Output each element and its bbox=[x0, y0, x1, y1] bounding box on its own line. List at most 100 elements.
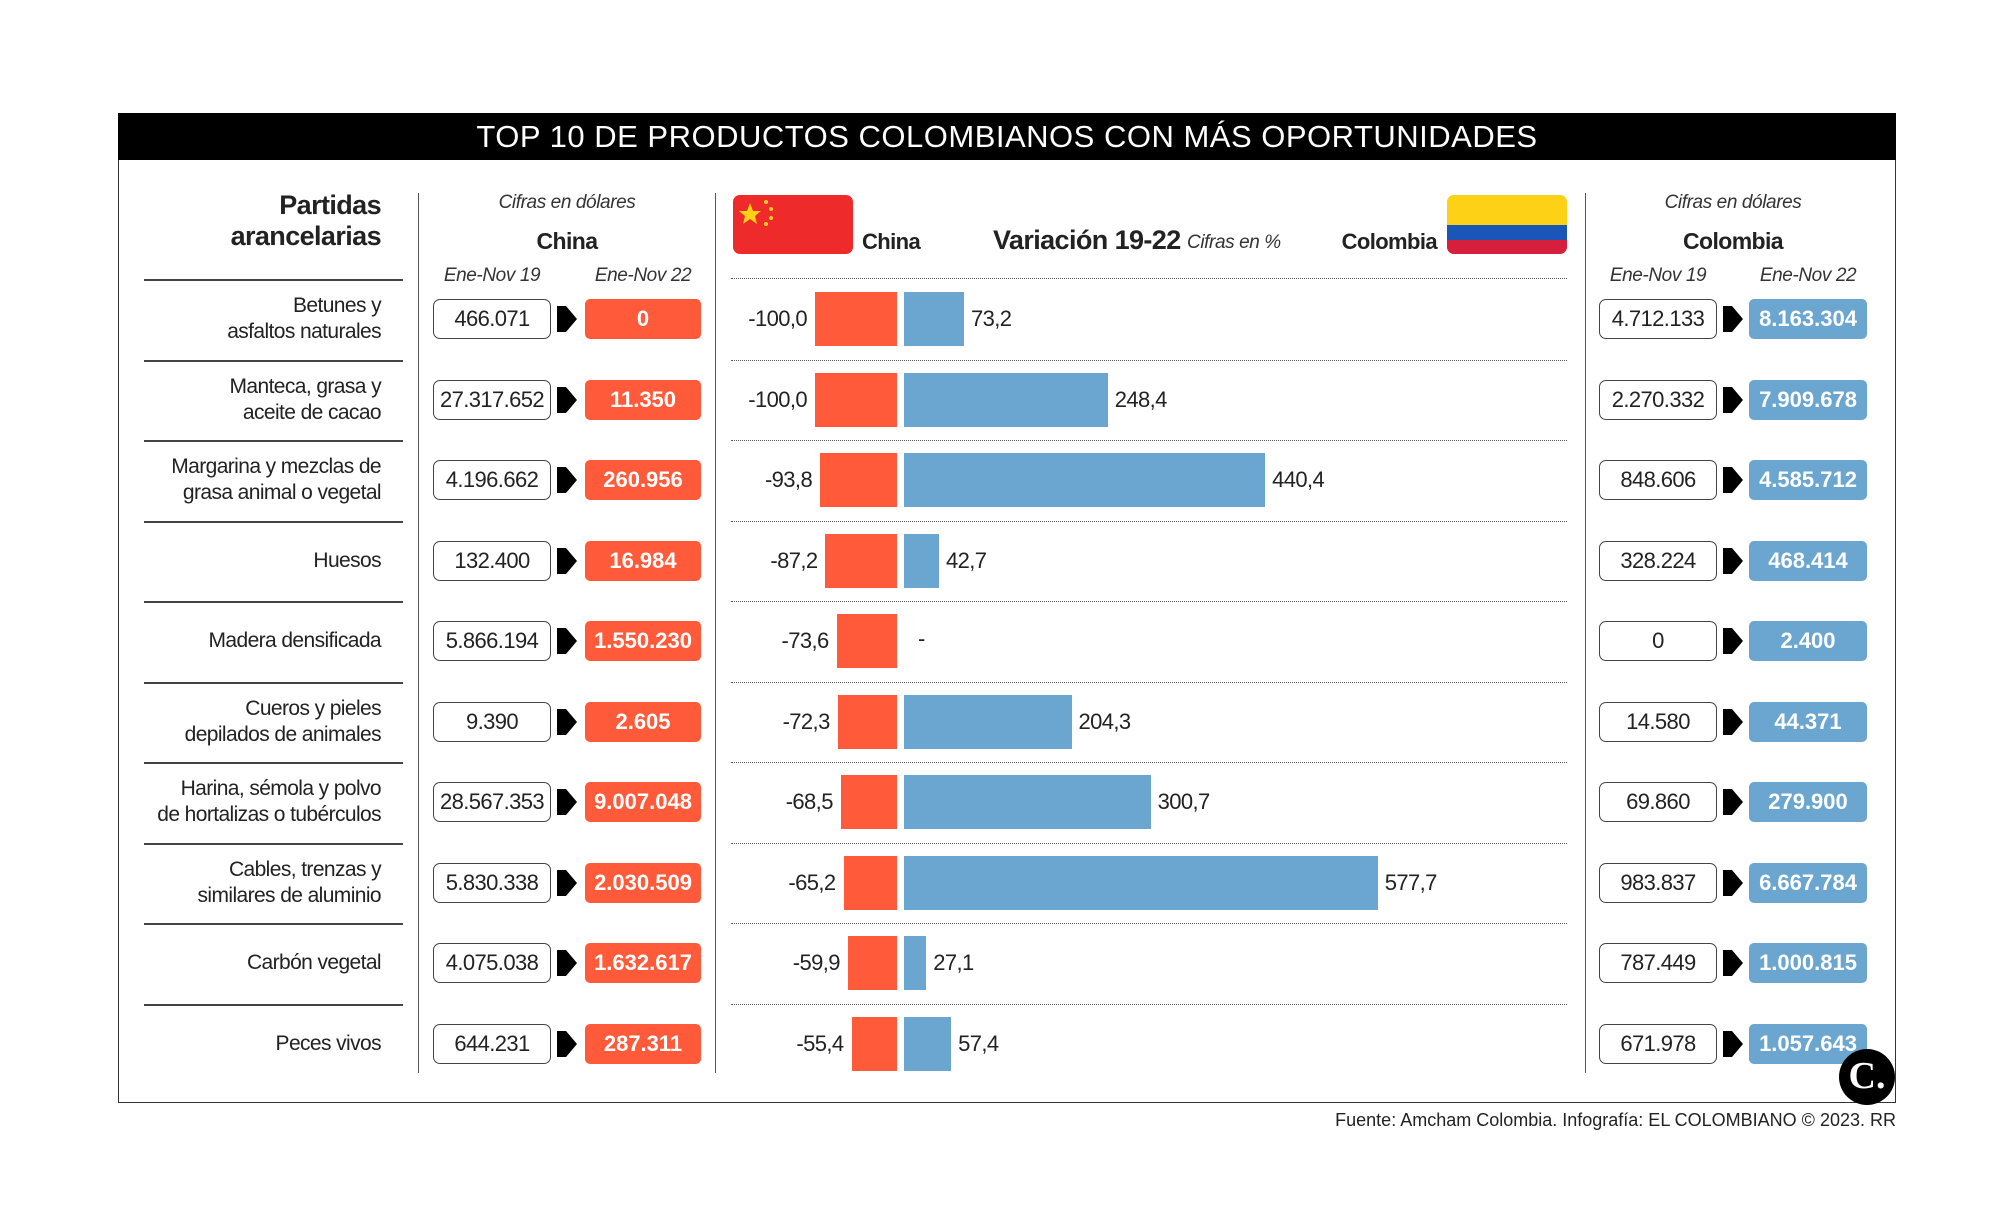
china-variation-label: China bbox=[862, 229, 921, 254]
colombia-variation-bar bbox=[904, 533, 939, 588]
product-label: Manteca, grasa y aceite de cacao bbox=[101, 374, 382, 426]
colombia-2019-value: 328.224 bbox=[1599, 540, 1717, 581]
china-2022-value: 16.984 bbox=[585, 540, 701, 581]
colombia-2019-value: 0 bbox=[1599, 621, 1717, 661]
row-separator bbox=[144, 520, 403, 523]
colombia-2022-value: 7.909.678 bbox=[1749, 379, 1867, 420]
chart-row-rule bbox=[731, 923, 1567, 924]
products-header-line1: Partidas bbox=[279, 190, 381, 220]
product-label: Margarina y mezclas de grasa animal o veg… bbox=[101, 454, 381, 506]
china-variation-bar bbox=[843, 855, 897, 910]
colombia-flag-icon bbox=[1447, 195, 1567, 254]
colombia-variation-label: 57,4 bbox=[958, 1030, 999, 1056]
product-label: Peces vivos bbox=[101, 1031, 382, 1057]
colombia-2019-value: 983.837 bbox=[1599, 862, 1717, 903]
colombia-variation-label: Colombia bbox=[1341, 229, 1438, 254]
china-variation-bar bbox=[825, 533, 897, 588]
chart-row-rule bbox=[731, 359, 1567, 361]
colombia-2022-value: 8.163.304 bbox=[1749, 299, 1867, 339]
colombia-variation-bar bbox=[904, 453, 1266, 507]
divider-center-right bbox=[1585, 193, 1586, 1073]
product-label-line: Manteca, grasa y bbox=[229, 374, 382, 398]
colombia-2019-value: 671.978 bbox=[1599, 1023, 1717, 1064]
product-label-line: Cables, trenzas y bbox=[228, 857, 382, 881]
china-variation-label: -100,0 bbox=[748, 386, 807, 412]
china-2019-value: 132.400 bbox=[433, 540, 551, 581]
colombia-variation-label: 204,3 bbox=[1078, 708, 1132, 734]
china-2022-value: 11.350 bbox=[585, 379, 701, 420]
chart-row-rule bbox=[731, 762, 1567, 763]
china-variation-label: -55,4 bbox=[796, 1030, 844, 1056]
china-variation-bar bbox=[815, 292, 897, 346]
row-separator bbox=[144, 762, 403, 764]
product-label: Carbón vegetal bbox=[101, 950, 382, 976]
china-2022-value: 1.550.230 bbox=[585, 621, 701, 661]
chart-row-rule bbox=[731, 681, 1567, 683]
colombia-variation-label: - bbox=[918, 626, 925, 651]
products-header: Partidas arancelarias bbox=[231, 190, 382, 252]
infographic-title: TOP 10 DE PRODUCTOS COLOMBIANOS CON MÁS … bbox=[118, 113, 1896, 160]
colombia-variation-bar bbox=[904, 855, 1378, 910]
china-variation-label: -93,8 bbox=[764, 467, 813, 492]
chart-row-rule bbox=[731, 1003, 1567, 1005]
colombia-2019-value: 848.606 bbox=[1599, 460, 1717, 500]
product-label: Madera densificada bbox=[101, 628, 382, 654]
divider-left bbox=[418, 193, 419, 1073]
china-2022-value: 1.632.617 bbox=[585, 943, 701, 983]
product-label: Cables, trenzas y similares de aluminio bbox=[101, 857, 382, 909]
colombia-2022-value: 279.900 bbox=[1749, 782, 1867, 822]
product-label-line: Harina, sémola y polvo bbox=[180, 777, 382, 800]
product-label-line: Carbón vegetal bbox=[246, 951, 382, 974]
colombia-2022-value: 44.371 bbox=[1749, 701, 1867, 742]
colombia-2019-value: 2.270.332 bbox=[1599, 379, 1717, 420]
china-note: Cifras en dólares bbox=[498, 192, 636, 213]
product-label-line: Peces vivos bbox=[275, 1031, 382, 1055]
colombia-variation-bar bbox=[904, 372, 1108, 427]
product-label-line: grasa animal o vegetal bbox=[182, 481, 382, 504]
colombia-variation-label: 248,4 bbox=[1114, 386, 1168, 412]
china-table-title: China bbox=[536, 228, 598, 254]
china-2022-value: 9.007.048 bbox=[585, 782, 701, 822]
product-label-line: asfaltos naturales bbox=[227, 320, 381, 343]
product-label: Huesos bbox=[101, 548, 381, 574]
chart-row-rule bbox=[731, 440, 1567, 441]
china-col-2019: Ene-Nov 19 bbox=[443, 265, 541, 286]
colombia-variation-bar bbox=[904, 292, 965, 346]
china-2019-value: 466.071 bbox=[433, 299, 551, 339]
colombia-variation-label: 300,7 bbox=[1157, 789, 1211, 814]
china-2022-value: 0 bbox=[585, 299, 701, 339]
china-variation-bar bbox=[851, 1016, 897, 1071]
chart-row-rule bbox=[731, 842, 1567, 844]
row-separator bbox=[144, 359, 403, 362]
colombia-variation-bar bbox=[904, 1016, 952, 1071]
china-variation-label: -59,9 bbox=[792, 950, 841, 975]
china-variation-bar bbox=[837, 694, 897, 749]
china-variation-label: -100,0 bbox=[748, 306, 807, 331]
colombia-variation-label: 577,7 bbox=[1384, 869, 1438, 895]
product-label: Harina, sémola y polvo de hortalizas o tu… bbox=[101, 776, 381, 828]
china-2019-value: 644.231 bbox=[433, 1023, 551, 1064]
china-variation-label: -72,3 bbox=[782, 708, 831, 734]
product-label-line: Huesos bbox=[313, 548, 381, 572]
product-label-line: aceite de cacao bbox=[242, 400, 382, 424]
row-separator bbox=[144, 279, 403, 281]
colombia-variation-label: 73,2 bbox=[971, 306, 1012, 331]
colombia-variation-label: 440,4 bbox=[1272, 467, 1325, 492]
colombia-variation-bar bbox=[904, 936, 927, 990]
row-separator bbox=[144, 1003, 403, 1006]
product-label-line: similares de aluminio bbox=[197, 883, 382, 907]
row-separator bbox=[144, 923, 403, 925]
colombia-2019-value: 14.580 bbox=[1599, 701, 1717, 742]
colombia-2019-value: 787.449 bbox=[1599, 943, 1717, 983]
colombia-2022-value: 468.414 bbox=[1749, 540, 1867, 581]
divider-center-left bbox=[715, 193, 716, 1073]
el-colombiano-logo: C. bbox=[1839, 1049, 1895, 1105]
colombia-table-title: Colombia bbox=[1683, 228, 1784, 254]
product-label: Betunes y asfaltos naturales bbox=[101, 293, 381, 345]
colombia-2022-value: 4.585.712 bbox=[1749, 460, 1867, 500]
colombia-2019-value: 4.712.133 bbox=[1599, 299, 1717, 339]
chart-top-rule bbox=[731, 278, 1567, 279]
china-2019-value: 9.390 bbox=[433, 701, 551, 742]
colombia-variation-bar bbox=[904, 775, 1151, 829]
product-label-line: Cueros y pieles bbox=[245, 696, 381, 720]
